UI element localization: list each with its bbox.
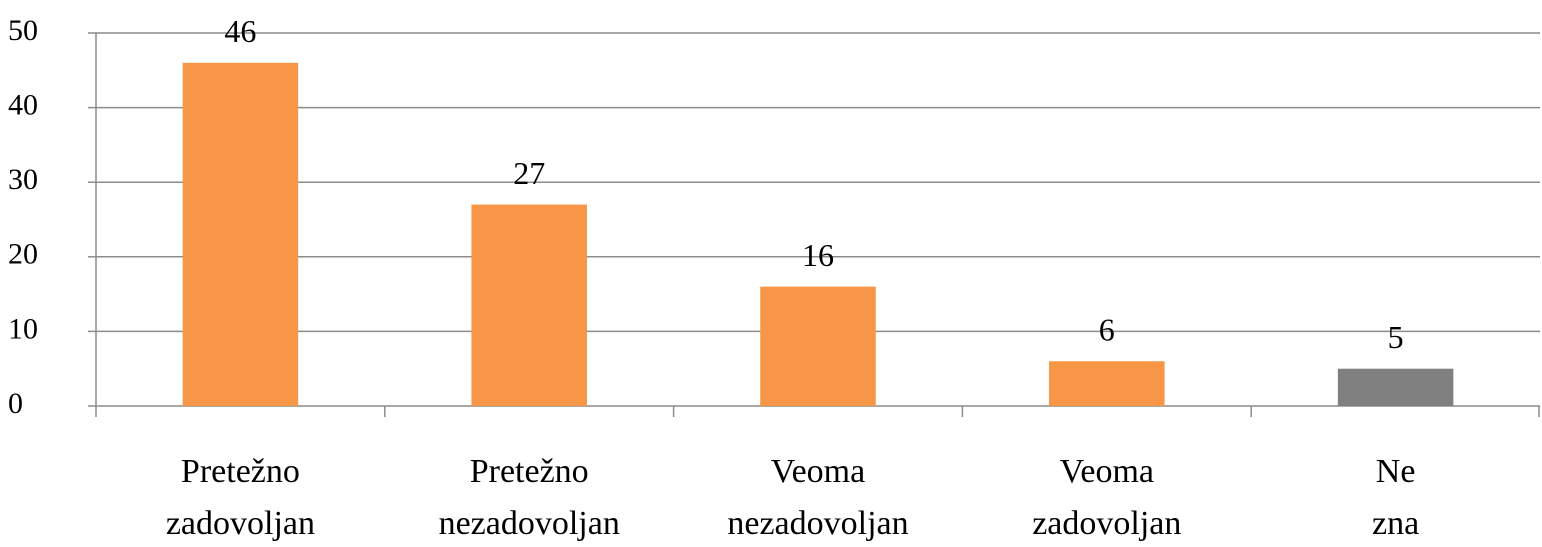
x-tick-label: Pretežno zadovoljan <box>166 453 315 542</box>
x-tick-label-line: Pretežno <box>181 453 300 490</box>
x-tick-label-line: nezadovoljan <box>727 505 908 542</box>
data-label: 27 <box>513 155 545 191</box>
data-label: 16 <box>802 237 834 273</box>
bar <box>1337 368 1454 406</box>
x-tick-label-line: zadovoljan <box>1032 505 1181 542</box>
y-tick-label: 40 <box>8 88 38 121</box>
data-label: 46 <box>224 13 256 49</box>
data-label: 5 <box>1388 319 1404 355</box>
x-tick-label-line: Veoma <box>1060 453 1154 490</box>
bar <box>182 62 299 407</box>
x-tick-label-line: zadovoljan <box>166 505 315 542</box>
y-tick-label: 20 <box>8 238 38 271</box>
bar <box>760 286 876 406</box>
bar <box>471 204 587 406</box>
y-tick-label: 30 <box>8 163 38 196</box>
x-tick-label-line: Pretežno <box>470 453 589 490</box>
x-tick-label-line: Ne <box>1376 453 1416 490</box>
data-label: 6 <box>1099 312 1115 348</box>
x-tick-label: Ne zna <box>1372 453 1419 542</box>
y-tick-label: 10 <box>8 312 38 345</box>
bar <box>1049 361 1165 406</box>
x-tick-label-line: Veoma <box>771 453 865 490</box>
x-tick-label: Pretežno nezadovoljan <box>439 453 620 542</box>
y-tick-label: 0 <box>8 387 23 420</box>
x-tick-label-line: nezadovoljan <box>439 505 620 542</box>
x-tick-label: Veoma nezadovoljan <box>727 453 908 542</box>
x-tick-label: Veoma zadovoljan <box>1032 453 1181 542</box>
x-tick-label-line: zna <box>1372 505 1419 542</box>
y-tick-label: 50 <box>8 14 38 47</box>
